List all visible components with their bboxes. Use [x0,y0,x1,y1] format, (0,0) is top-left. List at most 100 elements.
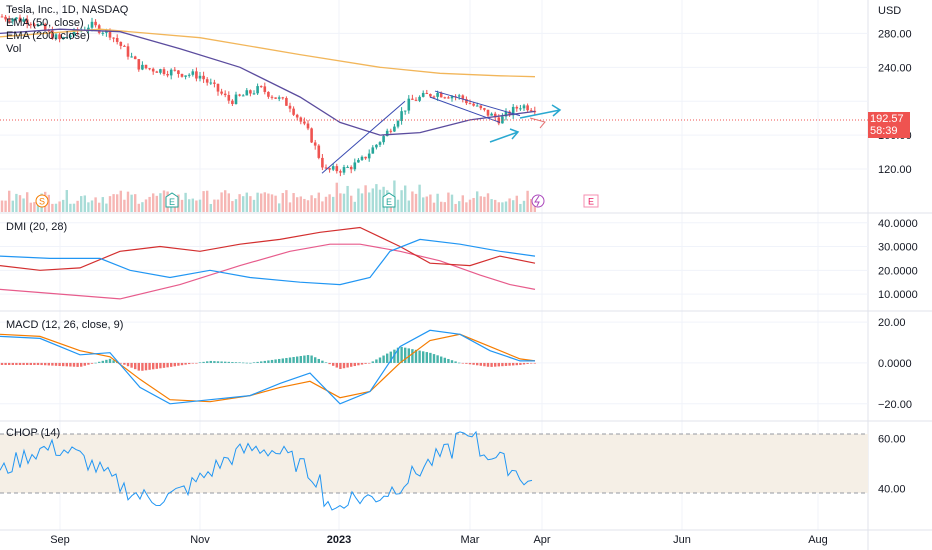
ema50-legend[interactable]: EMA (50, close) [6,17,84,29]
earnings-marker: E [165,192,179,208]
channel-bottom [429,96,501,123]
candle-body [69,35,72,38]
macd-histogram-bar [126,362,130,367]
lightning-glyph [534,195,540,207]
candle-body [54,34,58,39]
candle-body [166,74,169,76]
volume-bar [112,194,115,212]
volume-bar [26,192,29,212]
volume-bar [400,190,403,212]
candle-body [213,82,216,84]
candle-body [396,121,400,127]
candle-body [238,94,241,96]
macd-histogram-bar [504,362,508,366]
chop-pane[interactable] [0,430,868,511]
candle-body [475,105,479,107]
macd-histogram-bar [299,356,302,363]
macd-histogram-bar [512,362,515,366]
volume-bar [58,201,61,212]
volume-bar [407,200,410,212]
dmi-pane[interactable] [0,226,536,300]
macd-histogram-bar [191,362,194,364]
candle-body [414,99,418,101]
volume-bar [476,191,479,212]
price-tick: 240.00 [878,62,912,74]
volume-bar [227,193,230,212]
symbol-title[interactable]: Tesla, Inc., 1D, NASDAQ [6,4,129,16]
volume-bar [47,194,50,212]
volume-bar [494,199,497,212]
volume-bar [213,199,216,212]
macd-histogram-bar [472,362,475,365]
macd-histogram-bar [22,362,25,365]
candle-body [205,79,209,83]
macd-pane[interactable] [0,329,536,405]
macd-legend[interactable]: MACD (12, 26, close, 9) [6,319,124,331]
volume-bar [224,190,227,212]
volume-bar [321,201,324,212]
volume-bar [141,202,144,212]
volume-bar [144,199,148,212]
macd-histogram-bar [382,355,385,363]
macd-histogram-bar [134,362,137,370]
candle-body [195,71,198,79]
candle-body [94,21,97,26]
macd-histogram-bar [353,362,356,367]
volume-bar [418,184,421,212]
candle-body [288,105,292,109]
macd-histogram-bar [414,349,418,363]
ema200-legend[interactable]: EMA (200, close) [6,30,90,42]
time-tick: Nov [190,534,210,546]
macd-histogram-bar [76,362,79,367]
ema200-line [0,28,536,78]
candle-body [519,108,522,110]
candle-body [252,93,256,95]
volume-legend[interactable]: Vol [6,43,22,55]
candle-body [123,45,126,47]
price-tick: 120.00 [878,164,912,176]
macd-histogram-bar [274,359,277,363]
volume-bar [8,190,11,212]
macd-histogram-bar [62,362,65,367]
volume-bar [148,196,151,212]
volume-bar [18,195,22,212]
macd-histogram-bar [72,362,76,367]
dmi-legend[interactable]: DMI (20, 28) [6,221,68,233]
macd-histogram-bar [249,362,252,364]
candle-body [349,166,353,170]
candle-body [148,68,151,70]
candle-body [472,103,475,106]
macd-histogram-bar [18,362,22,365]
volume-bar [411,191,414,212]
volume-bar [108,196,112,212]
volume-bar [90,200,94,212]
price-axis[interactable]: 280.00240.00160.00120.0040.000030.000020… [878,28,918,495]
macd-histogram-bar [213,361,216,363]
candle-body [33,24,36,27]
macd-histogram-bar [242,362,245,364]
candle-body [234,94,238,105]
time-axis[interactable]: Sep Nov 2023 Mar Apr Jun Aug [50,534,828,546]
volume-bar [432,202,436,212]
macd-histogram-bar [224,361,227,363]
macd-histogram-bar [350,362,353,367]
macd-histogram-bar [101,360,104,363]
macd-histogram-bar [357,362,360,366]
macd-histogram-bar [508,362,511,366]
macd-histogram-bar [252,362,256,363]
projection-arrow-lower [489,128,520,143]
macd-histogram-bar [123,362,126,365]
macd-histogram-bar [393,349,396,363]
volume-bar [371,188,374,212]
volume-bar [202,191,205,212]
chop-legend[interactable]: CHOP (14) [6,427,61,439]
macd-histogram-bar [245,362,248,364]
macd-histogram-bar [476,362,479,366]
projection-arrow-upper [519,104,562,119]
candle-body [112,37,115,39]
volume-bar [364,185,367,212]
volume-bar [306,200,310,212]
macd-histogram-bar [486,362,490,367]
